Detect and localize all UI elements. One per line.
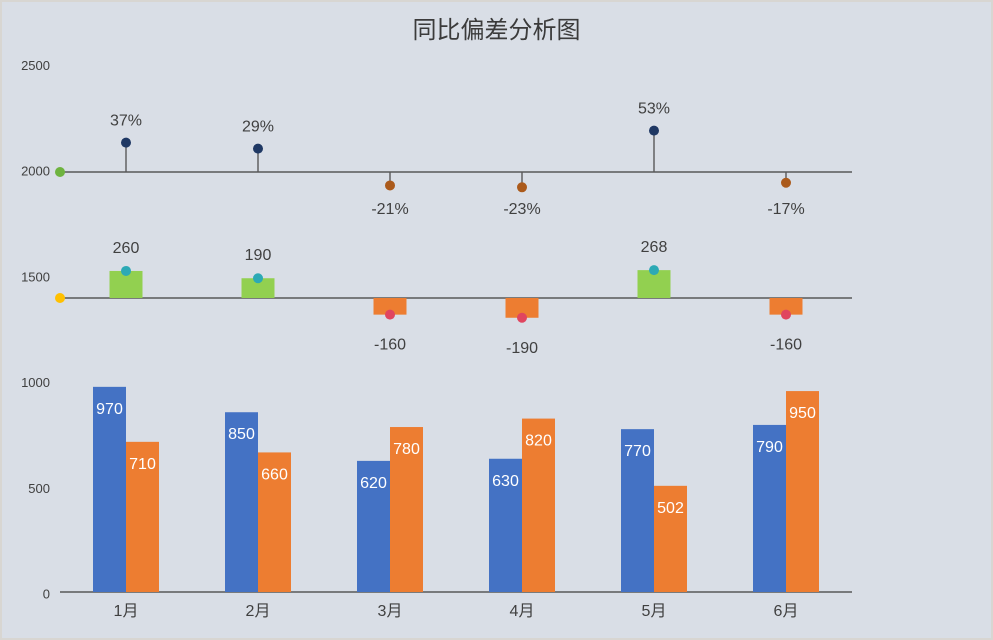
svg-text:790: 790 (756, 439, 783, 456)
svg-text:2500: 2500 (21, 58, 50, 73)
svg-text:660: 660 (261, 466, 288, 483)
svg-text:-21%: -21% (371, 201, 408, 218)
svg-text:-190: -190 (506, 340, 538, 357)
svg-text:260: 260 (113, 240, 140, 257)
svg-text:820: 820 (525, 433, 552, 450)
svg-text:970: 970 (96, 401, 123, 418)
svg-text:620: 620 (360, 475, 387, 492)
svg-text:5月: 5月 (642, 603, 667, 620)
svg-text:850: 850 (228, 426, 255, 443)
svg-text:950: 950 (789, 405, 816, 422)
svg-text:190: 190 (245, 247, 272, 264)
svg-text:780: 780 (393, 441, 420, 458)
svg-text:1000: 1000 (21, 375, 50, 390)
svg-text:502: 502 (657, 500, 684, 517)
svg-text:-23%: -23% (503, 201, 540, 218)
svg-text:4月: 4月 (510, 603, 535, 620)
svg-text:2月: 2月 (246, 603, 271, 620)
svg-text:1月: 1月 (114, 603, 139, 620)
svg-text:770: 770 (624, 443, 651, 460)
svg-text:1500: 1500 (21, 269, 50, 284)
svg-text:710: 710 (129, 456, 156, 473)
svg-text:500: 500 (28, 481, 50, 496)
svg-text:268: 268 (641, 239, 668, 256)
svg-text:630: 630 (492, 473, 519, 490)
svg-text:-160: -160 (770, 337, 802, 354)
svg-text:37%: 37% (110, 113, 142, 130)
svg-text:-160: -160 (374, 337, 406, 354)
svg-text:0: 0 (43, 587, 50, 602)
svg-text:29%: 29% (242, 119, 274, 136)
svg-text:6月: 6月 (774, 603, 799, 620)
svg-text:53%: 53% (638, 101, 670, 118)
svg-text:-17%: -17% (767, 201, 804, 218)
svg-text:2000: 2000 (21, 164, 50, 179)
svg-text:3月: 3月 (378, 603, 403, 620)
